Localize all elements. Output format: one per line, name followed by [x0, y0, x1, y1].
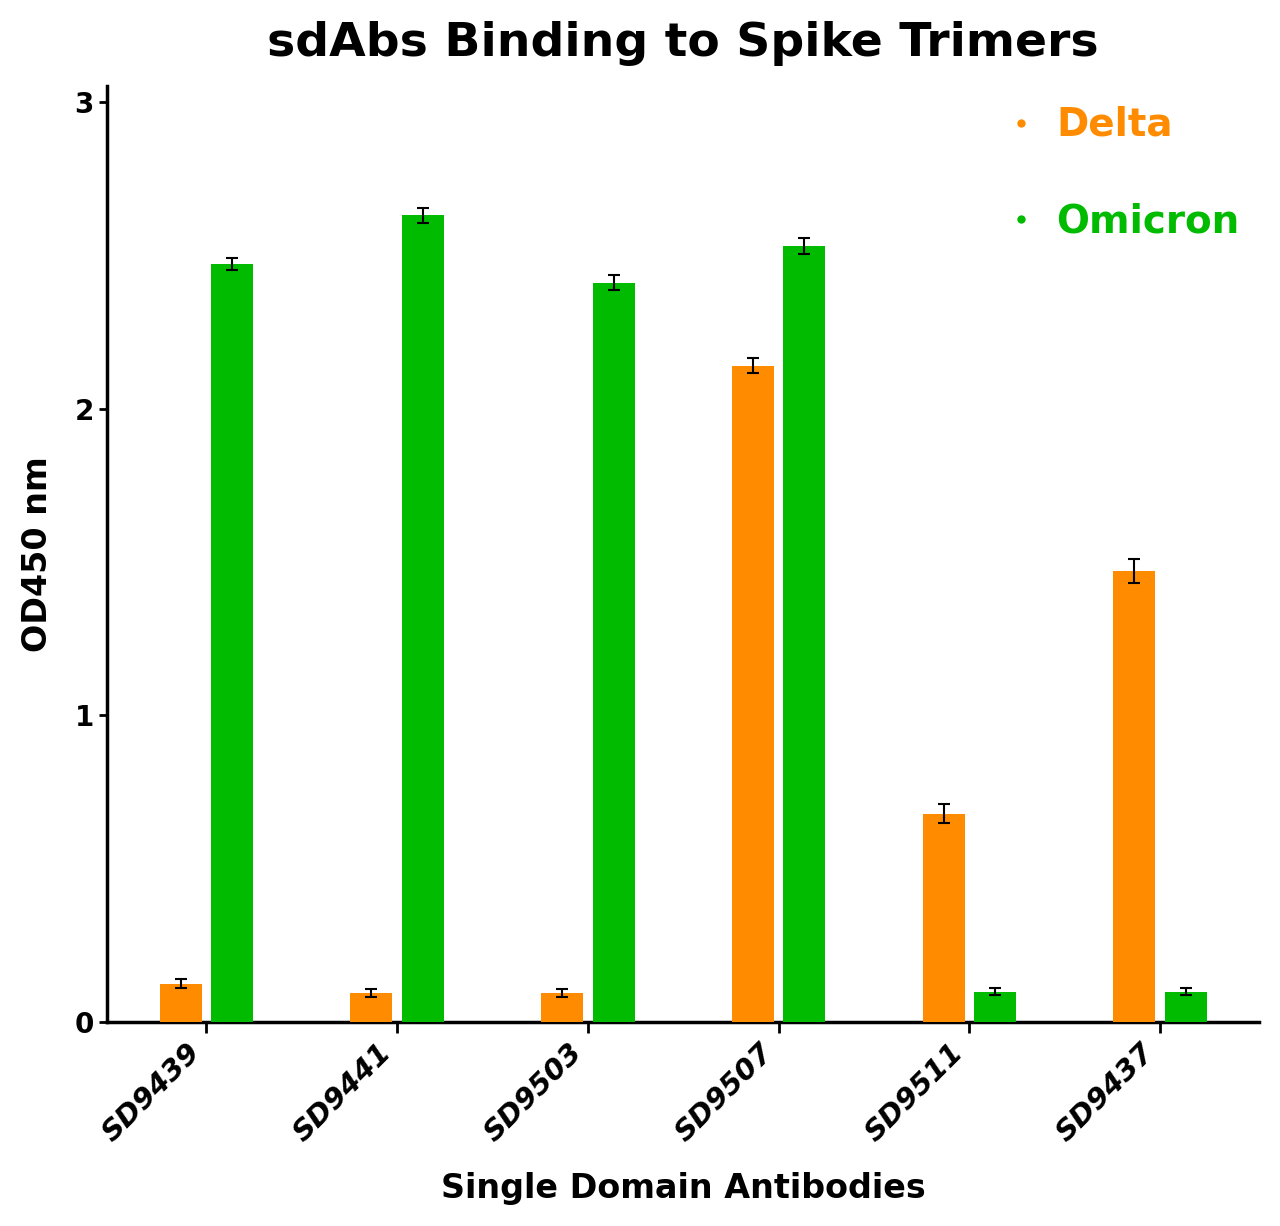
Bar: [541, 993, 584, 1022]
Title: sdAbs Binding to Spike Trimers: sdAbs Binding to Spike Trimers: [268, 21, 1100, 66]
Bar: [783, 246, 826, 1022]
Bar: [160, 983, 201, 1022]
Bar: [1165, 992, 1207, 1022]
Bar: [351, 993, 392, 1022]
Bar: [974, 992, 1016, 1022]
Bar: [923, 814, 965, 1022]
X-axis label: Single Domain Antibodies: Single Domain Antibodies: [440, 1172, 925, 1205]
Bar: [1114, 571, 1156, 1022]
Bar: [593, 283, 635, 1022]
Bar: [732, 365, 774, 1022]
Legend: Delta, Omicron: Delta, Omicron: [1010, 105, 1240, 240]
Bar: [211, 265, 253, 1022]
Y-axis label: OD450 nm: OD450 nm: [20, 456, 54, 652]
Bar: [402, 216, 444, 1022]
